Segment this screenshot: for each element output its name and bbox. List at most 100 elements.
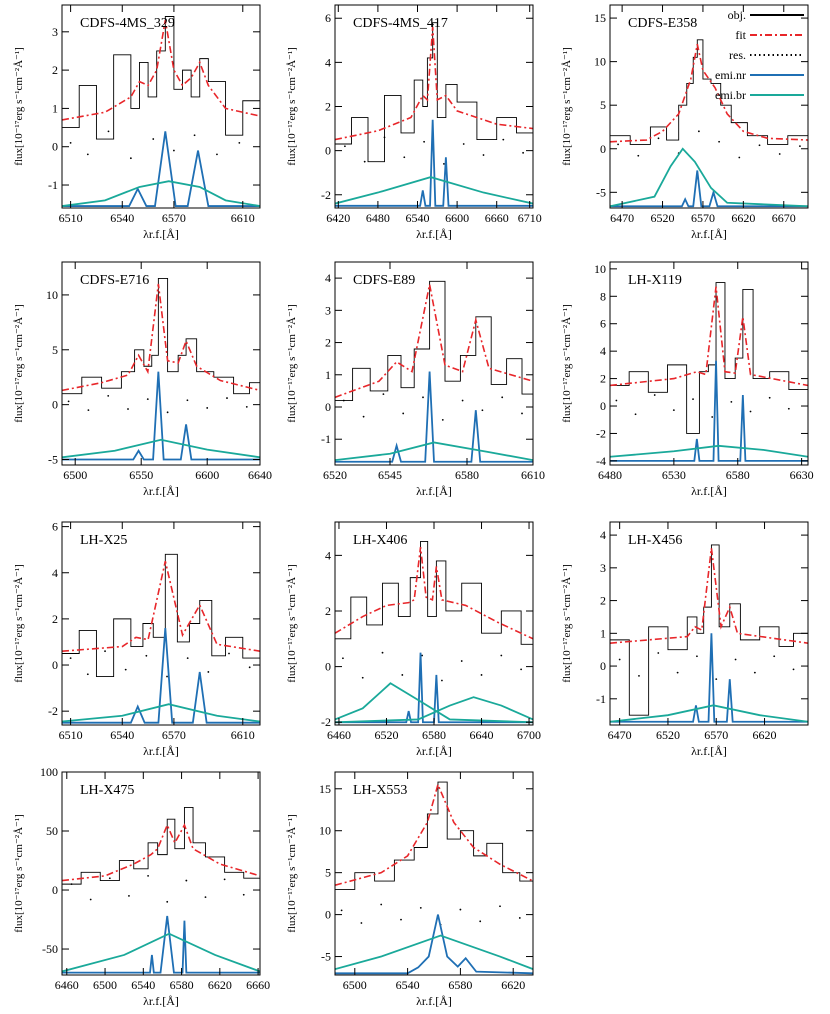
axes-frame — [334, 521, 534, 726]
plot-area — [610, 39, 808, 208]
y-tick-label: 50 — [46, 824, 58, 838]
y-tick-label: 6 — [325, 11, 331, 25]
emission-line — [62, 438, 260, 459]
y-tick-label: 2 — [600, 372, 606, 386]
x-tick-label: 6620 — [208, 978, 232, 992]
y-tick-label: 2 — [325, 336, 331, 350]
y-tick-label: -1 — [48, 178, 58, 192]
residual-point — [186, 657, 189, 660]
axes-frame — [61, 261, 261, 466]
x-tick-label: 6520 — [323, 468, 347, 482]
x-tick-label: 6640 — [248, 468, 272, 482]
residual-point — [799, 145, 801, 148]
fit-line — [335, 284, 533, 399]
x-tick-label: 6540 — [110, 211, 134, 225]
residual-point — [186, 399, 189, 402]
residual-point — [129, 157, 132, 160]
x-tick-label: 6480 — [366, 211, 390, 225]
emission-line — [62, 180, 260, 207]
residual-point — [423, 140, 425, 143]
axes-frame — [61, 771, 261, 976]
residual-point — [403, 156, 406, 159]
obj-spectrum — [335, 541, 533, 645]
residual-point — [749, 410, 752, 413]
residual-point — [657, 652, 660, 654]
residual-point — [637, 154, 640, 157]
panel-title: CDFS-E358 — [628, 16, 697, 31]
emission-line — [335, 696, 533, 724]
x-tick-label: 6620 — [753, 728, 777, 742]
x-tick-label: 6640 — [470, 728, 494, 742]
residual-point — [479, 920, 482, 923]
panel-title: CDFS-4MS_329 — [80, 16, 175, 31]
residual-point — [778, 153, 781, 155]
plot-area — [610, 282, 808, 462]
residual-point — [711, 416, 714, 418]
residual-point — [638, 674, 640, 677]
y-tick-label: 0 — [600, 659, 606, 673]
residual-point — [166, 900, 169, 903]
emission-line — [62, 628, 260, 724]
y-tick-label: 0 — [600, 142, 606, 156]
residual-point — [734, 658, 737, 661]
x-tick-label: 6540 — [110, 728, 134, 742]
y-axis-label: flux[10⁻¹⁷erg s⁻¹cm⁻²Å⁻¹] — [286, 304, 298, 423]
y-tick-label: 1 — [600, 626, 606, 640]
residual-point — [401, 674, 404, 676]
x-tick-label: 6670 — [772, 211, 796, 225]
obj-spectrum — [610, 544, 808, 716]
residual-point — [238, 141, 241, 144]
residual-point — [460, 660, 463, 662]
residual-point — [223, 878, 226, 881]
residual-point — [657, 137, 660, 140]
fit-line — [62, 823, 260, 882]
x-tick-label: 6540 — [396, 978, 420, 992]
residual-point — [441, 418, 444, 421]
y-tick-label: 0 — [52, 140, 58, 154]
y-axis-label: flux[10⁻¹⁷erg s⁻¹cm⁻²Å⁻¹] — [13, 814, 25, 933]
plot-area — [62, 553, 260, 724]
x-tick-label: 6510 — [59, 211, 83, 225]
x-tick-label: 6540 — [131, 978, 155, 992]
panel-title: LH-X475 — [80, 783, 134, 798]
x-tick-label: 6500 — [63, 468, 87, 482]
panel: 6480 6530 6580 6630 -4 -2 0 2 4 6 8 10 LH-X119 λr.f.[… — [561, 261, 814, 498]
y-tick-label: 3 — [600, 561, 606, 575]
x-tick-label: 6580 — [455, 468, 479, 482]
axes-frame — [609, 4, 809, 209]
plot-area — [335, 280, 533, 463]
panel: 6420 6480 6540 6600 6660 6710 -2 0 2 4 6 CDFS-4MS_4… — [286, 4, 542, 241]
x-axis-label: λr.f.[Å] — [143, 484, 179, 498]
residual-point — [381, 651, 384, 654]
y-tick-label: 4 — [325, 271, 331, 285]
residual-point — [768, 396, 771, 399]
residual-point — [147, 874, 149, 877]
residual-point — [127, 408, 129, 410]
y-tick-label: 4 — [600, 344, 606, 358]
x-tick-label: 6550 — [129, 468, 153, 482]
x-tick-label: 6460 — [55, 978, 79, 992]
panel: 6460 6520 6580 6640 6700 -2 0 2 4 LH-X406 λr.f.[Å]… — [286, 521, 541, 758]
legend-label: emi.nr — [715, 68, 746, 82]
y-tick-label: 0 — [325, 144, 331, 158]
legend-label: fit — [735, 28, 746, 42]
x-tick-label: 6570 — [704, 728, 728, 742]
panel-title: LH-X25 — [80, 533, 127, 548]
x-tick-label: 6700 — [517, 728, 541, 742]
residual-point — [618, 658, 621, 661]
x-tick-label: 6530 — [662, 468, 686, 482]
emission-line — [335, 652, 533, 724]
residual-point — [361, 676, 364, 679]
residual-point — [124, 668, 127, 671]
residual-point — [89, 898, 92, 901]
residual-point — [363, 160, 366, 163]
residual-point — [340, 909, 343, 912]
y-tick-label: 0 — [325, 400, 331, 414]
y-tick-label: 100 — [40, 765, 58, 779]
obj-spectrum — [62, 16, 260, 140]
y-tick-label: -5 — [321, 950, 331, 964]
residual-point — [216, 153, 218, 156]
y-tick-label: -2 — [321, 715, 331, 729]
x-tick-label: 6520 — [656, 728, 680, 742]
